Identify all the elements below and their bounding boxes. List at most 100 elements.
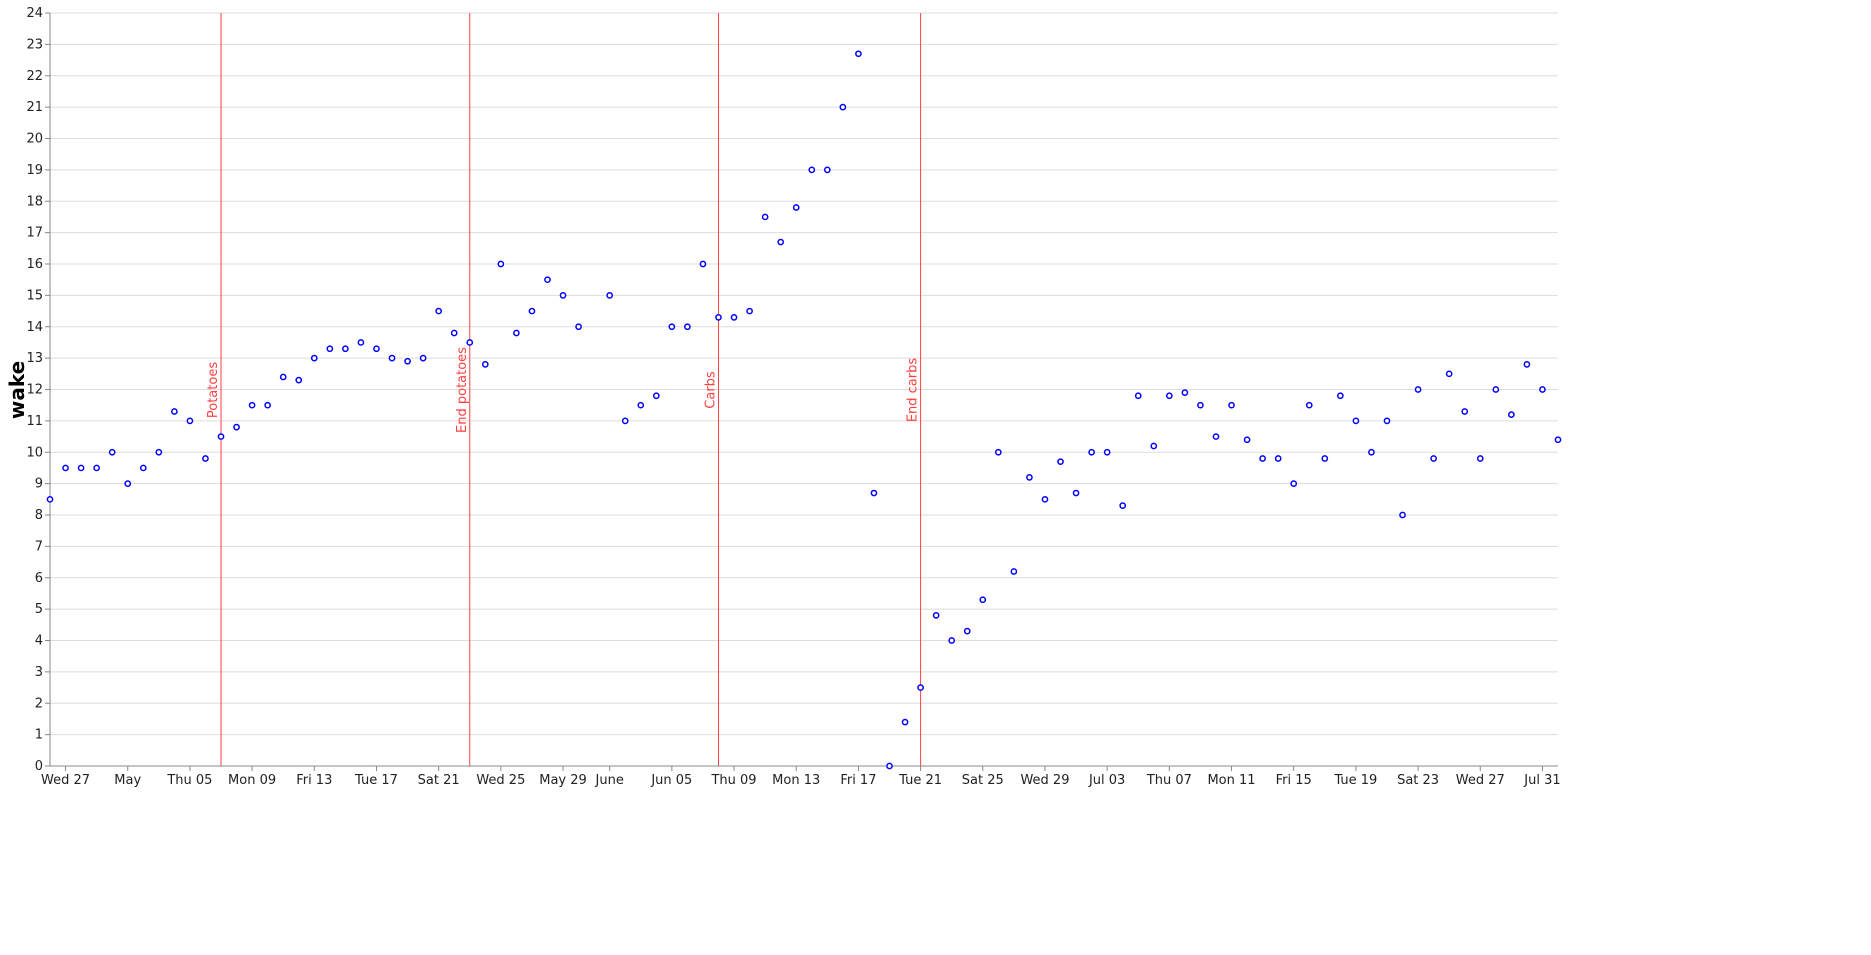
point [1212, 433, 1220, 440]
point [668, 323, 676, 331]
event-label: Potatoes [206, 362, 221, 418]
point [575, 323, 582, 331]
point [823, 166, 831, 174]
y-tick-label: 22 [26, 69, 43, 84]
y-tick-label: 16 [26, 257, 43, 272]
point [1461, 408, 1469, 415]
y-tick-label: 21 [26, 100, 43, 115]
x-tick-label: Mon 11 [1207, 773, 1255, 788]
point [839, 103, 847, 111]
point [310, 354, 318, 362]
point [1274, 455, 1282, 462]
point [1492, 386, 1500, 393]
x-tick-label: Sat 23 [1397, 773, 1439, 788]
event-label: Carbs [703, 371, 718, 409]
y-tick-label: 9 [35, 477, 43, 492]
x-tick-label: May [114, 773, 141, 788]
point [1430, 455, 1437, 462]
point [513, 329, 520, 337]
point [1352, 417, 1360, 425]
point [1368, 448, 1375, 456]
point [326, 345, 334, 353]
point [1103, 448, 1111, 456]
point [1321, 455, 1329, 462]
point [217, 433, 225, 440]
point [855, 50, 862, 58]
point [202, 455, 209, 462]
point [1476, 455, 1484, 462]
point [279, 373, 287, 381]
point [1119, 502, 1127, 509]
point [730, 313, 738, 321]
y-tick-label: 0 [35, 759, 43, 774]
point [342, 345, 349, 353]
point [481, 361, 489, 368]
point [264, 401, 271, 409]
point [419, 354, 427, 362]
point [466, 339, 474, 346]
point [1057, 458, 1064, 466]
point [46, 495, 54, 503]
y-tick-label: 11 [26, 414, 43, 429]
point [621, 417, 629, 425]
y-tick-label: 24 [26, 6, 43, 21]
point [497, 260, 505, 268]
point [388, 354, 396, 362]
point [1010, 568, 1018, 575]
point [1539, 386, 1546, 393]
point [684, 323, 691, 331]
y-tick-label: 10 [26, 445, 43, 460]
x-tick-label: Tue 17 [354, 773, 398, 788]
point [233, 423, 240, 431]
y-tick-label: 2 [35, 696, 43, 711]
y-tick-label: 17 [26, 226, 43, 241]
point [139, 464, 147, 472]
x-tick-label: May 29 [539, 773, 587, 788]
point [901, 718, 909, 726]
x-tick-label: Wed 29 [1020, 773, 1069, 788]
point [606, 292, 614, 299]
point [948, 637, 956, 644]
point [108, 448, 116, 456]
y-tick-label: 15 [26, 288, 43, 303]
point [637, 401, 645, 409]
point [1243, 436, 1251, 444]
event-label: End carbs [906, 358, 921, 423]
point [357, 339, 365, 346]
x-tick-label: Mon 09 [228, 773, 276, 788]
x-tick-label: Fri 17 [840, 773, 876, 788]
y-tick-label: 13 [26, 351, 43, 366]
point [93, 464, 100, 472]
y-axis-title: wake [5, 361, 29, 419]
x-tick-label: Tue 19 [1333, 773, 1377, 788]
x-tick-label: Jul 03 [1088, 773, 1125, 788]
point [1554, 436, 1562, 444]
point [1259, 455, 1266, 462]
x-tick-label: Thu 09 [710, 773, 756, 788]
x-tick-label: Sat 21 [418, 773, 460, 788]
x-tick-label: Jul 31 [1523, 773, 1560, 788]
point [1165, 392, 1173, 400]
x-tick-label: June [595, 773, 624, 788]
point [435, 307, 443, 315]
x-tick-label: Wed 27 [1456, 773, 1505, 788]
point [1134, 392, 1142, 400]
point [1041, 495, 1049, 503]
y-tick-label: 18 [26, 194, 43, 209]
point [1150, 442, 1158, 450]
point [528, 307, 536, 315]
point [155, 448, 163, 456]
point [652, 392, 660, 400]
point [1290, 480, 1298, 487]
point [792, 204, 800, 211]
x-tick-label: Tue 21 [898, 773, 942, 788]
event-label: End potatoes [455, 347, 470, 433]
point [1508, 411, 1515, 418]
point [404, 357, 411, 365]
point [1305, 401, 1313, 409]
point [808, 166, 816, 174]
point [450, 329, 458, 337]
x-tick-label: Fri 13 [296, 773, 332, 788]
point [1228, 401, 1235, 409]
point [1399, 511, 1406, 519]
